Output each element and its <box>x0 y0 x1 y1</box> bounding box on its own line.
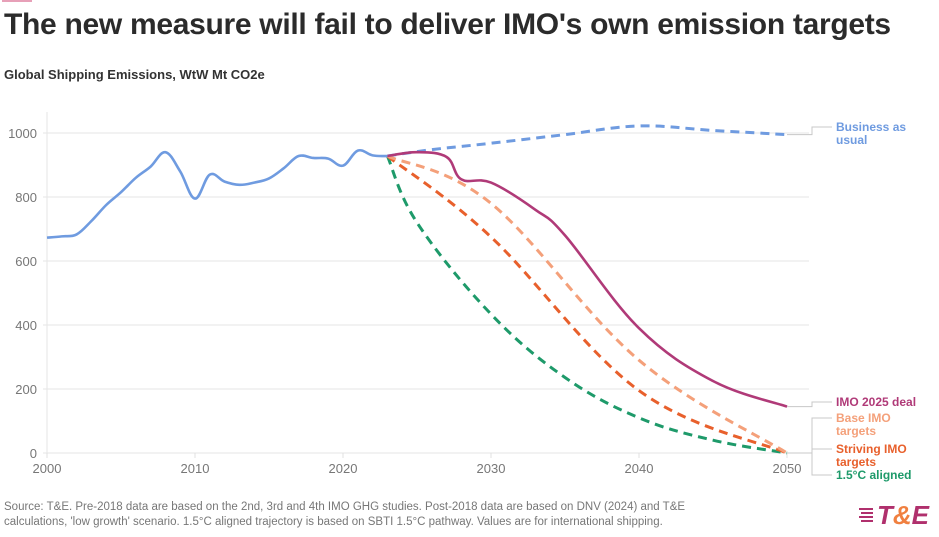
x-tick-label: 2030 <box>477 461 506 476</box>
logo-letter-t: T <box>877 500 893 530</box>
x-axis: 2000 2010 2020 2030 2040 2050 <box>33 453 802 476</box>
x-tick-label: 2050 <box>773 461 802 476</box>
series-line-business-as-usual <box>387 124 788 158</box>
x-tick-label: 2020 <box>329 461 358 476</box>
y-tick-label: 600 <box>15 254 37 269</box>
te-logo: T&E <box>855 500 935 530</box>
leader-line-striving-imo-targets <box>787 448 832 454</box>
source-line-2: calculations, 'low growth' scenario. 1.5… <box>4 516 663 528</box>
series-line-striving-imo-targets <box>386 154 788 455</box>
series-label-line: targets <box>836 455 876 469</box>
chart-subtitle: Global Shipping Emissions, WtW Mt CO2e <box>4 67 265 82</box>
leader-line-business-as-usual <box>787 126 832 136</box>
y-tick-label: 400 <box>15 318 37 333</box>
series-label-imo-2025-deal: IMO 2025 deal <box>836 395 916 409</box>
series-line-base-imo-targets <box>386 154 788 455</box>
series-label-line: IMO 2025 deal <box>836 395 916 409</box>
leader-line-base-imo-targets <box>787 417 832 454</box>
source-note: Source: T&E. Pre-2018 data are based on … <box>4 500 804 530</box>
logo-speed-bars-icon <box>855 508 873 526</box>
x-tick-label: 2010 <box>181 461 210 476</box>
y-tick-label: 200 <box>15 382 37 397</box>
series-label-1-5-c-aligned: 1.5°C aligned <box>836 468 912 482</box>
x-tick-label: 2040 <box>625 461 654 476</box>
series-label-base-imo-targets: Base IMO targets <box>836 411 891 438</box>
top-accent-line <box>2 0 32 2</box>
logo-letter-e: E <box>911 500 930 530</box>
x-tick-label: 2000 <box>33 461 62 476</box>
series-line-1-5-c-aligned <box>386 155 788 455</box>
series-line-imo-2025-deal <box>387 150 788 408</box>
source-line-1: Source: T&E. Pre-2018 data are based on … <box>4 501 686 513</box>
y-tick-label: 800 <box>15 190 37 205</box>
y-tick-label: 0 <box>30 446 37 461</box>
series-label-line: Striving IMO <box>836 442 907 456</box>
y-axis: 0 200 400 600 800 1000 <box>8 126 37 461</box>
series-label-line: Base IMO <box>836 411 891 425</box>
series-label-business-as-usual: Business as usual <box>836 120 906 147</box>
series-lines <box>46 124 788 455</box>
logo-ampersand: & <box>892 500 912 530</box>
series-label-line: targets <box>836 424 876 438</box>
logo-text: T&E <box>877 500 929 530</box>
y-tick-label: 1000 <box>8 126 37 141</box>
leader-line-1-5-c-aligned <box>787 452 832 476</box>
series-label-line: Business as <box>836 120 906 134</box>
series-line-historical <box>46 148 388 239</box>
chart-title: The new measure will fail to deliver IMO… <box>4 8 891 41</box>
series-label-striving-imo-targets: Striving IMO targets <box>836 442 907 469</box>
series-label-line: 1.5°C aligned <box>836 468 912 482</box>
gridlines <box>43 112 809 457</box>
leader-line-imo-2025-deal <box>787 401 832 408</box>
series-label-line: usual <box>836 133 867 147</box>
